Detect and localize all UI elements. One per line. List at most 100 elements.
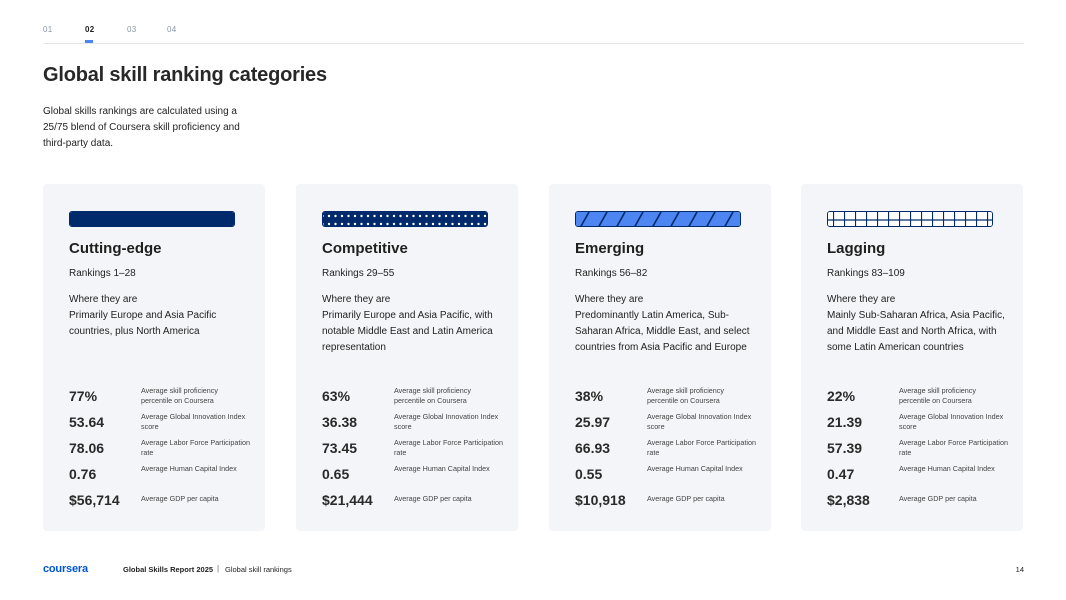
- category-card-lagging: Lagging Rankings 83–109 Where they are M…: [801, 184, 1023, 531]
- stat-innovation: 53.64 Average Global Innovation Index sc…: [69, 412, 259, 434]
- tab-02[interactable]: 02: [85, 25, 95, 43]
- report-name: Global Skills Report 2025: [123, 565, 214, 574]
- stat-proficiency: 77% Average skill proficiency percentile…: [69, 386, 259, 408]
- stat-value: 36.38: [322, 414, 358, 430]
- stat-value: 63%: [322, 388, 351, 404]
- stat-gdp: $10,918 Average GDP per capita: [575, 490, 765, 512]
- card-where: Where they are Mainly Sub-Saharan Africa…: [827, 292, 1007, 356]
- stat-value: 38%: [575, 388, 604, 404]
- stat-label: Average Global Innovation Index score: [141, 412, 246, 431]
- stat-label: Average skill proficiency percentile on …: [141, 386, 218, 405]
- stat-label: Average Labor Force Participation rate: [141, 438, 250, 457]
- stat-value: $21,444: [322, 492, 373, 508]
- stat-gdp: $56,714 Average GDP per capita: [69, 490, 259, 512]
- category-card-cutting-edge: Cutting-edge Rankings 1–28 Where they ar…: [43, 184, 265, 531]
- stat-value: 22%: [827, 388, 856, 404]
- stat-value: 0.76: [69, 466, 97, 482]
- stat-human-capital: 0.55 Average Human Capital Index: [575, 464, 765, 486]
- card-rankings: Rankings 83–109: [827, 268, 905, 279]
- category-card-competitive: Competitive Rankings 29–55 Where they ar…: [296, 184, 518, 531]
- card-rankings: Rankings 29–55: [322, 268, 395, 279]
- pattern-bar-stripes: [575, 211, 741, 227]
- stat-innovation: 21.39 Average Global Innovation Index sc…: [827, 412, 1017, 434]
- intro-text: Global skills rankings are calculated us…: [43, 106, 240, 149]
- stat-label: Average Labor Force Participation rate: [647, 438, 756, 457]
- stat-value: 77%: [69, 388, 98, 404]
- coursera-logo[interactable]: coursera: [43, 563, 88, 575]
- tab-04[interactable]: 04: [167, 25, 177, 34]
- stat-gdp: $2,838 Average GDP per capita: [827, 490, 1017, 512]
- stat-human-capital: 0.76 Average Human Capital Index: [69, 464, 259, 486]
- stat-label: Average Human Capital Index: [899, 464, 995, 473]
- stat-label: Average GDP per capita: [647, 494, 725, 503]
- stat-label: Average Global Innovation Index score: [647, 412, 752, 431]
- stat-value: 66.93: [575, 440, 611, 456]
- stat-label: Average Labor Force Participation rate: [394, 438, 503, 457]
- stat-label: Average Global Innovation Index score: [899, 412, 1004, 431]
- card-title: Cutting-edge: [69, 240, 162, 257]
- stat-innovation: 25.97 Average Global Innovation Index sc…: [575, 412, 765, 434]
- card-where: Where they are Predominantly Latin Ameri…: [575, 292, 755, 356]
- stat-proficiency: 22% Average skill proficiency percentile…: [827, 386, 1017, 408]
- stat-label: Average skill proficiency percentile on …: [899, 386, 976, 405]
- stat-value: 0.55: [575, 466, 603, 482]
- stat-label: Average Human Capital Index: [141, 464, 237, 473]
- stat-value: 57.39: [827, 440, 863, 456]
- card-title: Competitive: [322, 240, 408, 257]
- stat-labor-force: 73.45 Average Labor Force Participation …: [322, 438, 512, 460]
- stat-value: 53.64: [69, 414, 105, 430]
- stat-label: Average GDP per capita: [394, 494, 472, 503]
- card-where: Where they are Primarily Europe and Asia…: [322, 292, 502, 356]
- where-text: Primarily Europe and Asia Pacific countr…: [69, 310, 217, 337]
- stat-label: Average skill proficiency percentile on …: [394, 386, 471, 405]
- stat-label: Average Labor Force Participation rate: [899, 438, 1008, 457]
- pattern-bar-solid: [69, 211, 235, 227]
- stat-label: Average GDP per capita: [141, 494, 219, 503]
- stat-label: Average skill proficiency percentile on …: [647, 386, 724, 405]
- stat-value: 25.97: [575, 414, 611, 430]
- stat-human-capital: 0.47 Average Human Capital Index: [827, 464, 1017, 486]
- category-card-emerging: Emerging Rankings 56–82 Where they are P…: [549, 184, 771, 531]
- where-label: Where they are: [575, 294, 644, 305]
- where-text: Mainly Sub-Saharan Africa, Asia Pacific,…: [827, 310, 1005, 353]
- stat-value: 73.45: [322, 440, 358, 456]
- tab-03[interactable]: 03: [127, 25, 137, 34]
- stat-label: Average Human Capital Index: [647, 464, 743, 473]
- stat-value: 0.47: [827, 466, 855, 482]
- card-title: Lagging: [827, 240, 886, 257]
- stat-labor-force: 66.93 Average Labor Force Participation …: [575, 438, 765, 460]
- card-rankings: Rankings 1–28: [69, 268, 136, 279]
- stat-gdp: $21,444 Average GDP per capita: [322, 490, 512, 512]
- stat-human-capital: 0.65 Average Human Capital Index: [322, 464, 512, 486]
- where-label: Where they are: [827, 294, 896, 305]
- stat-label: Average Global Innovation Index score: [394, 412, 499, 431]
- where-label: Where they are: [322, 294, 391, 305]
- stat-value: 21.39: [827, 414, 863, 430]
- card-where: Where they are Primarily Europe and Asia…: [69, 292, 249, 340]
- stat-value: $2,838: [827, 492, 870, 508]
- section-name: Global skill rankings: [225, 565, 292, 574]
- stat-proficiency: 63% Average skill proficiency percentile…: [322, 386, 512, 408]
- stat-proficiency: 38% Average skill proficiency percentile…: [575, 386, 765, 408]
- pattern-bar-dots: [322, 211, 488, 227]
- where-text: Primarily Europe and Asia Pacific, with …: [322, 310, 493, 353]
- stat-labor-force: 57.39 Average Labor Force Participation …: [827, 438, 1017, 460]
- stat-labor-force: 78.06 Average Labor Force Participation …: [69, 438, 259, 460]
- pattern-bar-grid: [827, 211, 993, 227]
- card-title: Emerging: [575, 240, 645, 257]
- page-title: Global skill ranking categories: [43, 64, 327, 86]
- stat-innovation: 36.38 Average Global Innovation Index sc…: [322, 412, 512, 434]
- tab-01[interactable]: 01: [43, 25, 53, 34]
- section-tabs: 01 02 03 04: [43, 25, 1024, 44]
- stat-value: 0.65: [322, 466, 350, 482]
- stat-label: Average Human Capital Index: [394, 464, 490, 473]
- stat-value: 78.06: [69, 440, 105, 456]
- where-label: Where they are: [69, 294, 138, 305]
- where-text: Predominantly Latin America, Sub-Saharan…: [575, 310, 750, 353]
- stat-value: $10,918: [575, 492, 626, 508]
- page-number: 14: [1015, 565, 1024, 574]
- footer-separator: |: [217, 564, 220, 573]
- stat-label: Average GDP per capita: [899, 494, 977, 503]
- stat-value: $56,714: [69, 492, 120, 508]
- card-rankings: Rankings 56–82: [575, 268, 648, 279]
